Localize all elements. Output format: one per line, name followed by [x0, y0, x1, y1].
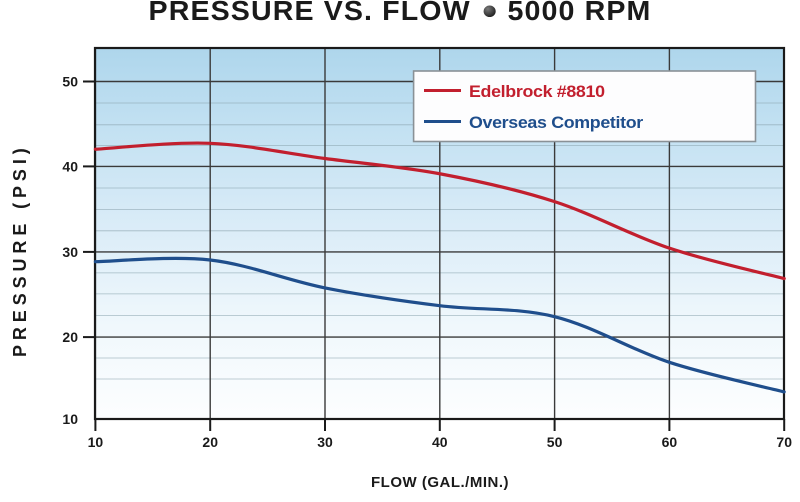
svg-text:Overseas Competitor: Overseas Competitor: [469, 113, 644, 132]
svg-text:40: 40: [432, 434, 448, 450]
svg-text:10: 10: [62, 411, 78, 427]
svg-text:Edelbrock #8810: Edelbrock #8810: [469, 82, 605, 101]
svg-text:20: 20: [202, 434, 218, 450]
svg-text:60: 60: [662, 434, 678, 450]
svg-text:20: 20: [62, 329, 78, 345]
svg-text:40: 40: [62, 158, 78, 174]
svg-text:50: 50: [547, 434, 563, 450]
svg-text:30: 30: [62, 244, 78, 260]
svg-text:50: 50: [62, 74, 78, 90]
svg-text:30: 30: [317, 434, 333, 450]
svg-text:70: 70: [776, 434, 792, 450]
svg-text:10: 10: [88, 434, 104, 450]
